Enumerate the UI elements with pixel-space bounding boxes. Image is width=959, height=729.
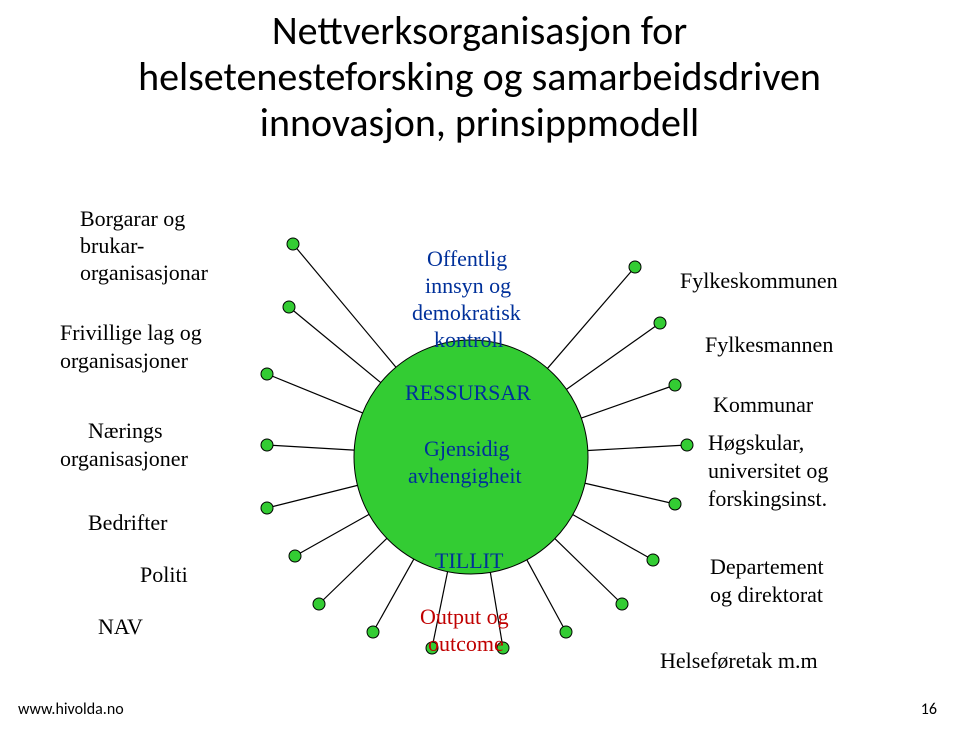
right-label: Departement bbox=[710, 554, 824, 580]
spoke-line bbox=[289, 307, 381, 383]
right-label: Kommunar bbox=[713, 392, 813, 418]
node-dot bbox=[560, 626, 572, 638]
left-label: NAV bbox=[98, 614, 143, 640]
spoke-line bbox=[293, 244, 396, 367]
left-label: brukar- bbox=[80, 233, 144, 259]
left-label: organisasjoner bbox=[60, 348, 188, 374]
node-dot bbox=[669, 379, 681, 391]
center-label: TILLIT bbox=[435, 548, 503, 574]
right-label: forskingsinst. bbox=[708, 486, 827, 512]
right-label: Fylkesmannen bbox=[705, 332, 833, 358]
left-label: Politi bbox=[140, 562, 188, 588]
center-label: demokratisk bbox=[412, 300, 521, 326]
right-label: Høgskular, bbox=[708, 430, 804, 456]
node-dot bbox=[616, 598, 628, 610]
node-dot bbox=[289, 550, 301, 562]
center-label: outcome bbox=[428, 631, 504, 657]
node-dot bbox=[261, 368, 273, 380]
left-label: Borgarar og bbox=[80, 206, 185, 232]
right-label: universitet og bbox=[708, 458, 828, 484]
node-dot bbox=[313, 598, 325, 610]
left-label: organisasjonar bbox=[80, 260, 208, 286]
center-label: avhengigheit bbox=[408, 463, 522, 489]
center-label: RESSURSAR bbox=[405, 380, 531, 406]
spoke-line bbox=[585, 483, 675, 504]
center-label: innsyn og bbox=[425, 273, 511, 299]
right-label: Helseføretak m.m bbox=[660, 648, 818, 674]
center-label: Offentlig bbox=[427, 246, 507, 272]
node-dot bbox=[283, 301, 295, 313]
spoke-line bbox=[566, 323, 660, 389]
spoke-line bbox=[547, 267, 635, 368]
center-label: Output og bbox=[420, 604, 509, 630]
footer-page-number: 16 bbox=[921, 700, 937, 719]
spoke-line bbox=[527, 560, 566, 632]
spoke-line bbox=[267, 374, 363, 413]
spoke-line bbox=[267, 485, 357, 508]
center-label: Gjensidig bbox=[424, 436, 510, 462]
spoke-line bbox=[573, 515, 653, 560]
left-label: organisasjoner bbox=[60, 446, 188, 472]
node-dot bbox=[629, 261, 641, 273]
spoke-line bbox=[267, 445, 354, 450]
left-label: Nærings bbox=[88, 418, 163, 444]
spoke-line bbox=[295, 514, 369, 556]
right-label: Fylkeskommunen bbox=[680, 268, 838, 294]
spoke-line bbox=[319, 538, 387, 604]
node-dot bbox=[367, 626, 379, 638]
left-label: Bedrifter bbox=[88, 510, 167, 536]
left-label: Frivillige lag og bbox=[60, 320, 202, 346]
node-dot bbox=[261, 439, 273, 451]
spoke-line bbox=[588, 445, 687, 451]
node-dot bbox=[287, 238, 299, 250]
node-dot bbox=[261, 502, 273, 514]
spoke-line bbox=[581, 385, 675, 418]
spoke-line bbox=[373, 559, 414, 632]
node-dot bbox=[681, 439, 693, 451]
node-dot bbox=[669, 498, 681, 510]
center-label: kontroll bbox=[434, 327, 504, 353]
spoke-line bbox=[555, 539, 622, 604]
node-dot bbox=[647, 554, 659, 566]
right-label: og direktorat bbox=[710, 582, 823, 608]
node-dot bbox=[654, 317, 666, 329]
footer-url: www.hivolda.no bbox=[18, 700, 124, 719]
